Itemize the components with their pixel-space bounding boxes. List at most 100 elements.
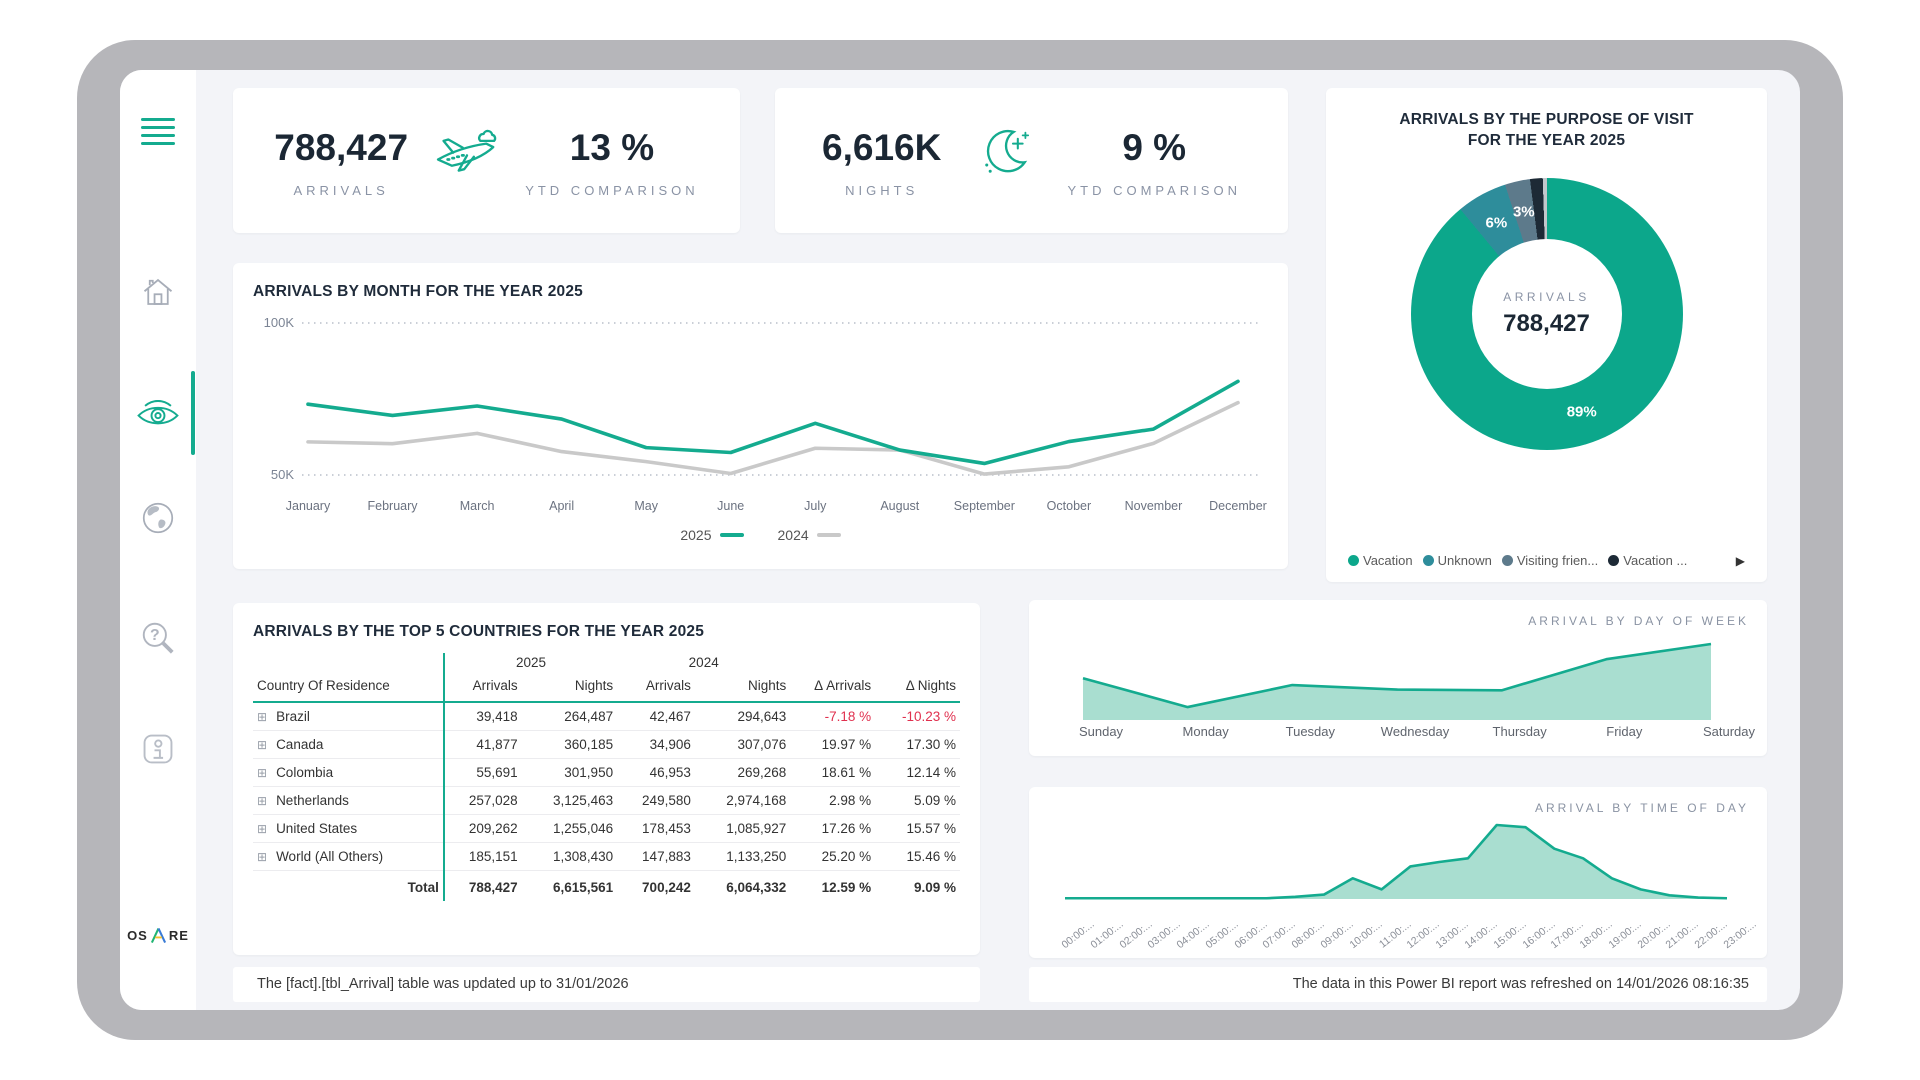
legend-label: Visiting frien... — [1516, 553, 1599, 568]
arrival-by-day-chart: ARRIVAL BY DAY OF WEEK Sunday Monday Tuesd… — [1029, 600, 1767, 756]
hamburger-menu-icon[interactable] — [120, 118, 196, 145]
sidebar-item-view[interactable] — [120, 395, 196, 431]
expand-icon[interactable]: ⊞ — [257, 738, 268, 752]
column-header: Nights — [521, 672, 618, 703]
column-header: Δ Nights — [875, 672, 960, 703]
table-row[interactable]: ⊞ Colombia 55,691 301,950 46,953 269,268 18.61… — [253, 758, 960, 787]
expand-icon[interactable]: ⊞ — [257, 794, 268, 808]
sidebar-item-globe[interactable] — [120, 499, 196, 537]
total-label-cell: Total — [253, 870, 444, 901]
column-header: Arrivals — [617, 672, 695, 703]
month-axis-labels: January February March April May June July Augu… — [253, 499, 1268, 519]
month-label: December — [1209, 499, 1267, 513]
arrival-by-time-chart: ARRIVAL BY TIME OF DAY 00:00:... 01:00:..… — [1029, 787, 1767, 958]
table-row[interactable]: ⊞ World (All Others) 185,151 1,308,430 147,8… — [253, 842, 960, 871]
delta-nights-cell: -10.23 % — [875, 702, 960, 731]
donut-slice-label: 6% — [1485, 214, 1508, 232]
arrivals-2024-cell: 34,906 — [617, 730, 695, 759]
total-delta-arrivals-cell: 12.59 % — [790, 870, 876, 901]
table-row[interactable]: ⊞ United States 209,262 1,255,046 178,453 1,0… — [253, 814, 960, 843]
svg-text:50K: 50K — [271, 467, 294, 482]
month-label: April — [549, 499, 575, 513]
delta-nights-cell: 17.30 % — [875, 730, 960, 759]
month-label: November — [1124, 499, 1183, 513]
day-label: Friday — [1606, 724, 1643, 739]
nights-ytd-label: YTD COMPARISON — [1067, 183, 1241, 198]
arrivals-label: ARRIVALS — [293, 183, 389, 198]
table-cell — [790, 653, 875, 672]
arrivals-by-month-chart: ARRIVALS BY MONTH FOR THE YEAR 2025 100K… — [233, 263, 1288, 569]
expand-icon[interactable]: ⊞ — [257, 766, 268, 780]
year-group-2025: 2025 — [442, 653, 618, 672]
logo-text-suffix: RE — [168, 928, 189, 943]
delta-arrivals-cell: 25.20 % — [790, 842, 876, 871]
donut-legend-item[interactable]: Vacation — [1348, 553, 1413, 568]
month-label: January — [285, 499, 331, 513]
nights-ytd-value: 9 % — [1122, 127, 1187, 168]
column-header: Nights — [694, 672, 791, 703]
table-row[interactable]: ⊞ Brazil 39,418 264,487 42,467 294,643 -7.18 %… — [253, 702, 960, 731]
svg-text:?: ? — [150, 627, 160, 644]
donut-legend-item[interactable]: Unknown — [1422, 553, 1492, 568]
arrivals-2024-cell: 178,453 — [617, 814, 695, 843]
donut-chart[interactable]: ARRIVALS 788,427 89% 6% 3% — [1410, 177, 1683, 450]
month-chart-svg: 100K 50K — [264, 315, 1260, 482]
table-row[interactable]: ⊞ Canada 41,877 360,185 34,906 307,076 19.97 %… — [253, 730, 960, 759]
total-nights-2024-cell: 6,064,332 — [694, 870, 791, 901]
donut-legend-item[interactable]: Vacation ... — [1608, 553, 1687, 568]
nights-2024-cell: 1,133,250 — [694, 842, 791, 871]
month-label: June — [717, 499, 745, 513]
nights-2025-cell: 1,255,046 — [521, 814, 618, 843]
total-delta-nights-cell: 9.09 % — [875, 870, 960, 901]
nights-2024-cell: 269,268 — [694, 758, 791, 787]
time-axis-labels: 00:00:... 01:00:... 02:00:... 03:00:... 04:0… — [1047, 907, 1758, 959]
arrivals-2024-cell: 249,580 — [617, 786, 695, 815]
day-label: Tuesday — [1285, 724, 1336, 739]
logo-text-prefix: OS — [127, 928, 148, 943]
table-updated-status: The [fact].[tbl_Arrival] table was updat… — [233, 967, 980, 1002]
time-chart-svg — [1065, 823, 1728, 900]
delta-nights-cell: 12.14 % — [875, 758, 960, 787]
table-row[interactable]: ⊞ Netherlands 257,028 3,125,463 249,580 2,974… — [253, 786, 960, 815]
column-header: Δ Arrivals — [790, 672, 876, 703]
delta-nights-cell: 15.57 % — [875, 814, 960, 843]
expand-icon[interactable]: ⊞ — [257, 850, 268, 864]
countries-table-body: 2025 2024 Country Of Residence Arrivals Nigh… — [253, 653, 960, 901]
month-label: August — [880, 499, 920, 513]
total-arrivals-2024-cell: 700,242 — [617, 870, 695, 901]
kpi-card-nights: 6,616K NIGHTS 9 % YTD COMPARISON — [775, 88, 1288, 233]
nights-2025-cell: 264,487 — [521, 702, 618, 731]
expand-icon[interactable]: ⊞ — [257, 822, 268, 836]
day-chart-svg — [1082, 642, 1712, 720]
arrivals-2025-cell: 257,028 — [442, 786, 522, 815]
column-header: Country Of Residence — [253, 672, 444, 703]
legend-item-2024[interactable]: 2024 — [778, 527, 841, 543]
legend-swatch — [719, 533, 744, 537]
legend-label: Vacation ... — [1623, 553, 1688, 568]
nights-2025-cell: 1,308,430 — [521, 842, 618, 871]
donut-slice-label: 89% — [1566, 403, 1597, 421]
legend-dot — [1422, 555, 1434, 566]
sidebar-item-search-help[interactable]: ? — [120, 619, 196, 657]
month-label: September — [953, 499, 1015, 513]
sidebar: ? OS RE — [120, 70, 196, 1010]
month-chart-title: ARRIVALS BY MONTH FOR THE YEAR 2025 — [253, 283, 583, 300]
nights-value: 6,616K — [822, 127, 942, 168]
nights-2025-cell: 3,125,463 — [521, 786, 618, 815]
expand-icon[interactable]: ⊞ — [257, 710, 268, 724]
legend-item-2025[interactable]: 2025 — [680, 527, 744, 543]
sidebar-item-home[interactable] — [120, 274, 196, 310]
day-chart-title: ARRIVAL BY DAY OF WEEK — [1528, 614, 1749, 628]
arrivals-2025-cell: 55,691 — [442, 758, 522, 787]
day-axis-labels: Sunday Monday Tuesday Wednesday Thursday Frid… — [1047, 724, 1755, 746]
country-cell: ⊞ Netherlands — [253, 786, 444, 815]
country-cell: ⊞ World (All Others) — [253, 842, 444, 871]
sidebar-item-info[interactable] — [120, 730, 196, 768]
arrivals-ytd-label: YTD COMPARISON — [525, 183, 699, 198]
day-label: Monday — [1182, 724, 1229, 739]
donut-legend-item[interactable]: Visiting frien... — [1501, 553, 1599, 568]
top-countries-table-card: ARRIVALS BY THE TOP 5 COUNTRIES FOR THE … — [233, 603, 980, 955]
legend-scroll-arrow-icon[interactable]: ▶ — [1735, 553, 1745, 568]
svg-text:100K: 100K — [264, 315, 295, 330]
country-cell: ⊞ Canada — [253, 730, 444, 759]
